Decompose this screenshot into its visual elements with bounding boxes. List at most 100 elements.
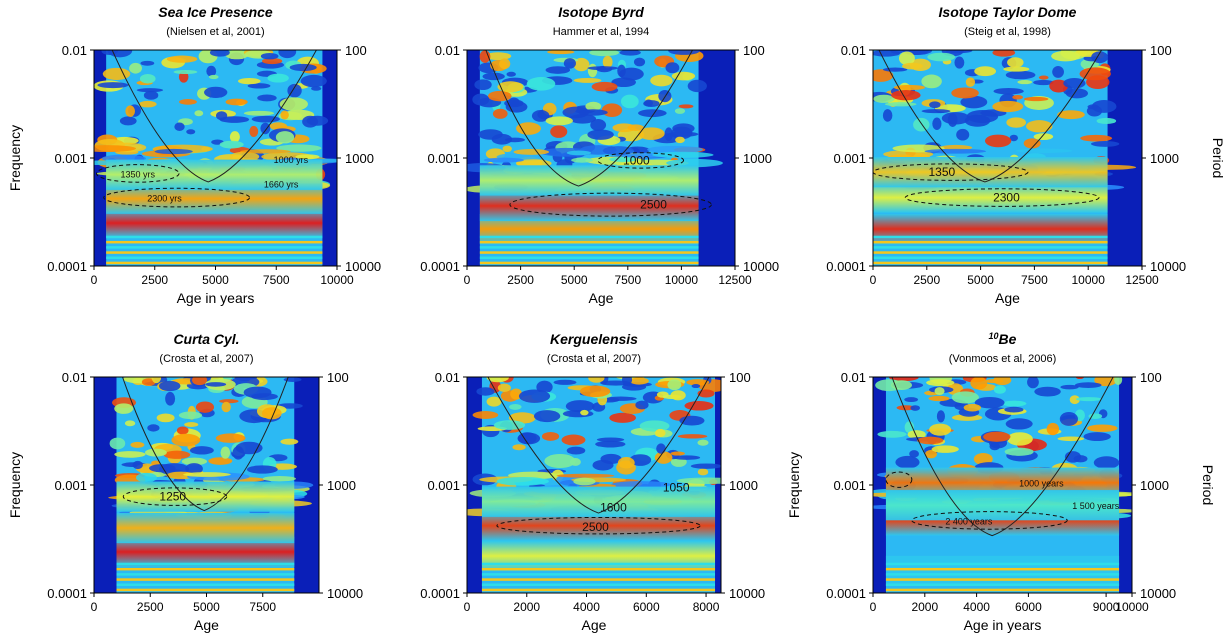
power-blob	[974, 396, 1005, 409]
power-blob	[189, 446, 214, 455]
x-tick-label: 5000	[561, 273, 588, 287]
cone-of-influence	[878, 50, 1103, 183]
power-blob	[1026, 120, 1053, 133]
power-stripe	[116, 562, 295, 566]
power-blob	[1027, 377, 1039, 389]
power-blob	[287, 83, 302, 98]
y-tick-label: 0.01	[62, 43, 87, 58]
power-blob	[295, 154, 320, 160]
power-blob	[156, 413, 175, 423]
power-blob	[667, 131, 699, 137]
power-blob	[486, 396, 502, 407]
power-blob	[566, 446, 586, 455]
power-blob	[550, 125, 568, 138]
power-blob	[260, 122, 271, 135]
power-blob	[497, 383, 511, 392]
period-axis-label: Period	[1200, 465, 1216, 505]
power-blob	[1091, 140, 1120, 147]
power-blob	[1002, 400, 1027, 407]
power-blob	[547, 50, 575, 55]
power-blob	[260, 52, 279, 60]
power-blob	[302, 115, 319, 128]
significance-contour	[911, 511, 1068, 530]
cone-of-influence	[485, 50, 693, 187]
x-tick-label: 2000	[513, 600, 540, 614]
power-blob	[149, 464, 176, 473]
significance-contour	[509, 192, 712, 217]
power-blob	[300, 74, 327, 88]
x-tick-label: 7500	[1021, 273, 1048, 287]
x-tick-label: 10000	[1115, 600, 1149, 614]
power-stripe	[873, 251, 1108, 254]
period-tick-label: 1000	[743, 151, 772, 166]
power-stripe	[479, 256, 699, 259]
power-blob	[497, 81, 524, 93]
power-blob	[478, 129, 503, 140]
power-blob	[889, 377, 919, 382]
x-tick-label: 0	[870, 273, 877, 287]
panel-subtitle: Hammer et al, 1994	[553, 26, 650, 38]
spectrum-area: 1000 2500	[467, 50, 735, 266]
power-stripe	[116, 583, 295, 586]
x-tick-label: 4000	[963, 600, 990, 614]
cone-of-influence	[487, 377, 710, 514]
power-blob	[1023, 138, 1041, 149]
power-blob	[936, 410, 945, 423]
power-blob	[611, 481, 671, 489]
power-blob	[225, 50, 249, 60]
power-blob	[278, 50, 297, 59]
x-tick-label: 8000	[693, 600, 720, 614]
y-tick-label: 0.01	[435, 43, 460, 58]
power-blob	[94, 145, 136, 153]
power-blob	[139, 73, 156, 84]
power-blob	[931, 445, 959, 453]
period-annotation: 1000	[623, 153, 650, 167]
power-stripe	[106, 240, 323, 244]
power-stripe	[106, 256, 323, 259]
power-blob	[993, 377, 1012, 386]
power-blob	[941, 112, 970, 125]
power-blob	[1007, 57, 1024, 68]
power-band	[481, 540, 716, 572]
power-blob	[1088, 413, 1103, 419]
power-blob	[1012, 95, 1024, 100]
significance-contour	[122, 487, 228, 506]
power-blob	[926, 379, 955, 387]
period-tick-label: 100	[729, 370, 751, 385]
x-tick-label: 6000	[633, 600, 660, 614]
power-blob	[697, 439, 709, 446]
power-blob	[578, 109, 608, 116]
power-blob	[596, 437, 625, 442]
power-blob	[516, 122, 541, 135]
power-blob	[1046, 422, 1060, 436]
power-blob	[873, 69, 894, 82]
power-stripe	[873, 235, 1108, 239]
x-tick-label: 10000	[320, 273, 354, 287]
power-blob	[960, 95, 988, 109]
power-blob	[674, 108, 686, 114]
power-blob	[563, 58, 576, 69]
y-axis-label: Frequency	[786, 452, 802, 518]
power-blob	[665, 62, 680, 74]
power-blob	[275, 131, 295, 144]
period-tick-label: 1000	[1150, 151, 1179, 166]
power-blob	[670, 451, 685, 456]
power-blob	[956, 128, 970, 141]
power-blob	[185, 463, 203, 475]
wavelet-panel-4: 1250 Curta Cyl. (Crosta et al, 2007) 0 2500 5…	[7, 331, 363, 633]
power-blob	[580, 409, 589, 416]
power-blob	[484, 52, 512, 61]
period-tick-label: 10000	[1140, 586, 1176, 601]
power-blob	[165, 391, 176, 406]
power-blob	[280, 438, 299, 445]
y-tick-label: 0.0001	[420, 586, 460, 601]
period-annotation: 1250	[159, 490, 186, 504]
power-stripe	[479, 246, 699, 249]
power-blob	[974, 66, 997, 77]
power-blob	[592, 459, 614, 471]
power-stripe	[479, 251, 699, 254]
power-band	[479, 165, 699, 196]
power-blob	[884, 102, 917, 107]
power-blob	[171, 433, 201, 447]
power-band	[885, 490, 1120, 521]
